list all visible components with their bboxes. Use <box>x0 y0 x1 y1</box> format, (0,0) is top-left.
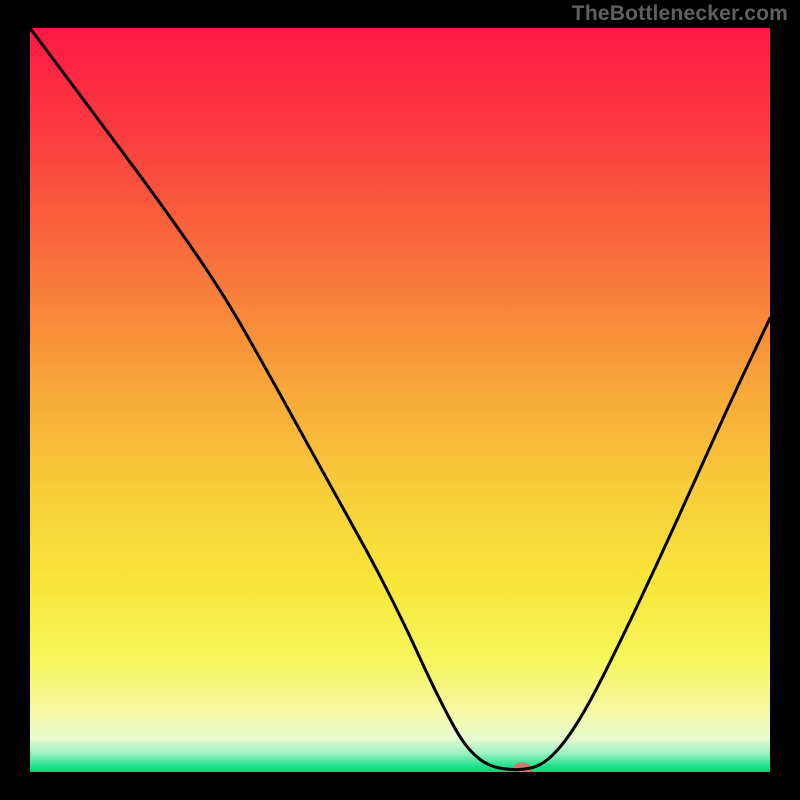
chart-container: TheBottlenecker.com <box>0 0 800 800</box>
gradient-background <box>30 28 770 772</box>
bottleneck-chart <box>30 28 770 772</box>
watermark-text: TheBottlenecker.com <box>572 2 788 26</box>
